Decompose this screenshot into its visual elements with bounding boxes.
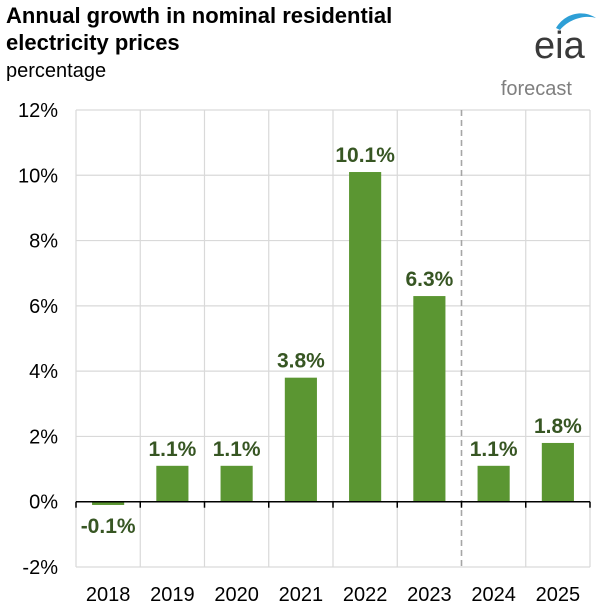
x-tick-label: 2020 <box>214 584 259 606</box>
x-tick-label: 2022 <box>343 584 388 606</box>
chart-title: Annual growth in nominal residential ele… <box>6 3 393 55</box>
data-label-2021: 3.8% <box>277 350 325 373</box>
eia-logo-swoosh <box>556 13 596 30</box>
bar-2023 <box>413 296 446 502</box>
eia-logo-text: eia <box>534 25 586 62</box>
data-label-2023: 6.3% <box>405 268 453 291</box>
bar-2021 <box>284 377 317 502</box>
x-tick-label: 2023 <box>407 584 452 606</box>
eia-logo: eia <box>534 13 596 62</box>
x-tick-label: 2021 <box>279 584 324 606</box>
bar-2018 <box>92 501 125 505</box>
data-label-2024: 1.1% <box>470 438 518 461</box>
bar-2019 <box>156 465 189 502</box>
data-label-2020: 1.1% <box>213 438 261 461</box>
x-tick-label: 2025 <box>536 584 581 606</box>
bar-2022 <box>349 172 382 502</box>
y-tick-label: 6% <box>29 296 58 318</box>
y-tick-label: 10% <box>18 165 58 187</box>
y-tick-label: 0% <box>29 492 58 514</box>
y-tick-label: -2% <box>22 557 58 579</box>
x-tick-label: 2024 <box>471 584 516 606</box>
bar-2020 <box>220 465 253 502</box>
x-tick-label: 2018 <box>86 584 131 606</box>
bar-2025 <box>541 442 574 502</box>
y-tick-label: 4% <box>29 361 58 383</box>
data-label-2022: 10.1% <box>335 144 395 167</box>
x-tick-label: 2019 <box>150 584 195 606</box>
data-label-2019: 1.1% <box>148 438 196 461</box>
chart-subtitle: percentage <box>6 60 107 82</box>
y-tick-label: 12% <box>18 100 58 122</box>
y-tick-label: 2% <box>29 426 58 448</box>
y-tick-label: 8% <box>29 231 58 253</box>
forecast-label: forecast <box>501 78 573 100</box>
data-label-2025: 1.8% <box>534 415 582 438</box>
data-label-2018: -0.1% <box>81 515 136 538</box>
bar-2024 <box>477 465 510 502</box>
